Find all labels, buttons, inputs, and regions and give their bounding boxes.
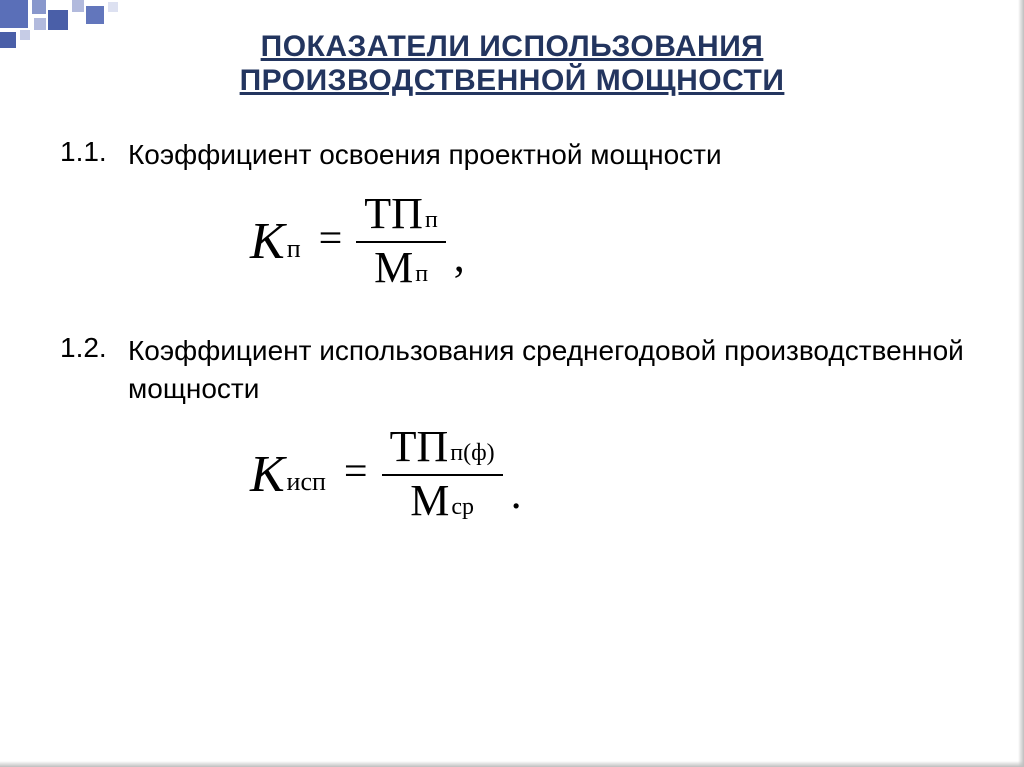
formula-2-lhs: К исп bbox=[250, 449, 326, 501]
formula-2-tail: . bbox=[511, 468, 522, 519]
formula-1-var-sub: п bbox=[287, 234, 301, 264]
formula-2-numerator: ТП п(ф) bbox=[382, 425, 503, 471]
decor-square bbox=[34, 18, 46, 30]
decor-square bbox=[86, 6, 104, 24]
bottom-shadow bbox=[0, 761, 1024, 767]
formula-2-denominator: М ср bbox=[402, 479, 482, 525]
item-1: 1.1. Коэффициент освоения проектной мощн… bbox=[60, 136, 964, 174]
title-line-2: ПРОИЗВОДСТВЕННОЙ МОЩНОСТИ bbox=[240, 64, 785, 98]
formula-2-fraction: ТП п(ф) М ср bbox=[382, 425, 503, 525]
right-shadow bbox=[1018, 0, 1024, 767]
item-1-text: Коэффициент освоения проектной мощности bbox=[128, 136, 722, 174]
formula-1-tail: , bbox=[454, 231, 465, 282]
decor-square bbox=[0, 0, 28, 28]
decor-square bbox=[72, 0, 84, 12]
formula-1-numerator: ТП п bbox=[356, 192, 446, 238]
content-area: 1.1. Коэффициент освоения проектной мощн… bbox=[0, 136, 1024, 525]
equals-sign: = bbox=[344, 448, 368, 496]
formula-2-var-sub: исп bbox=[287, 467, 326, 497]
formula-2: К исп = ТП п(ф) М ср . bbox=[250, 425, 964, 525]
decor-square bbox=[108, 2, 118, 12]
decor-square bbox=[20, 30, 30, 40]
decor-square bbox=[0, 32, 16, 48]
item-2: 1.2. Коэффициент использования среднегод… bbox=[60, 332, 964, 408]
formula-1-denominator: М п bbox=[366, 246, 436, 292]
formula-1-lhs: K п bbox=[250, 216, 301, 268]
item-1-number: 1.1. bbox=[60, 136, 128, 168]
equals-sign: = bbox=[319, 215, 343, 263]
formula-1: K п = ТП п М п , bbox=[250, 192, 964, 292]
decor-square bbox=[32, 0, 46, 14]
corner-decoration bbox=[0, 0, 220, 60]
decor-square bbox=[48, 10, 68, 30]
item-2-number: 1.2. bbox=[60, 332, 128, 364]
formula-1-fraction: ТП п М п bbox=[356, 192, 446, 292]
title-line-1: ПОКАЗАТЕЛИ ИСПОЛЬЗОВАНИЯ bbox=[261, 30, 764, 64]
formula-2-var: К bbox=[250, 449, 285, 501]
formula-1-var: K bbox=[250, 216, 285, 268]
item-2-text: Коэффициент использования среднегодовой … bbox=[128, 332, 964, 408]
